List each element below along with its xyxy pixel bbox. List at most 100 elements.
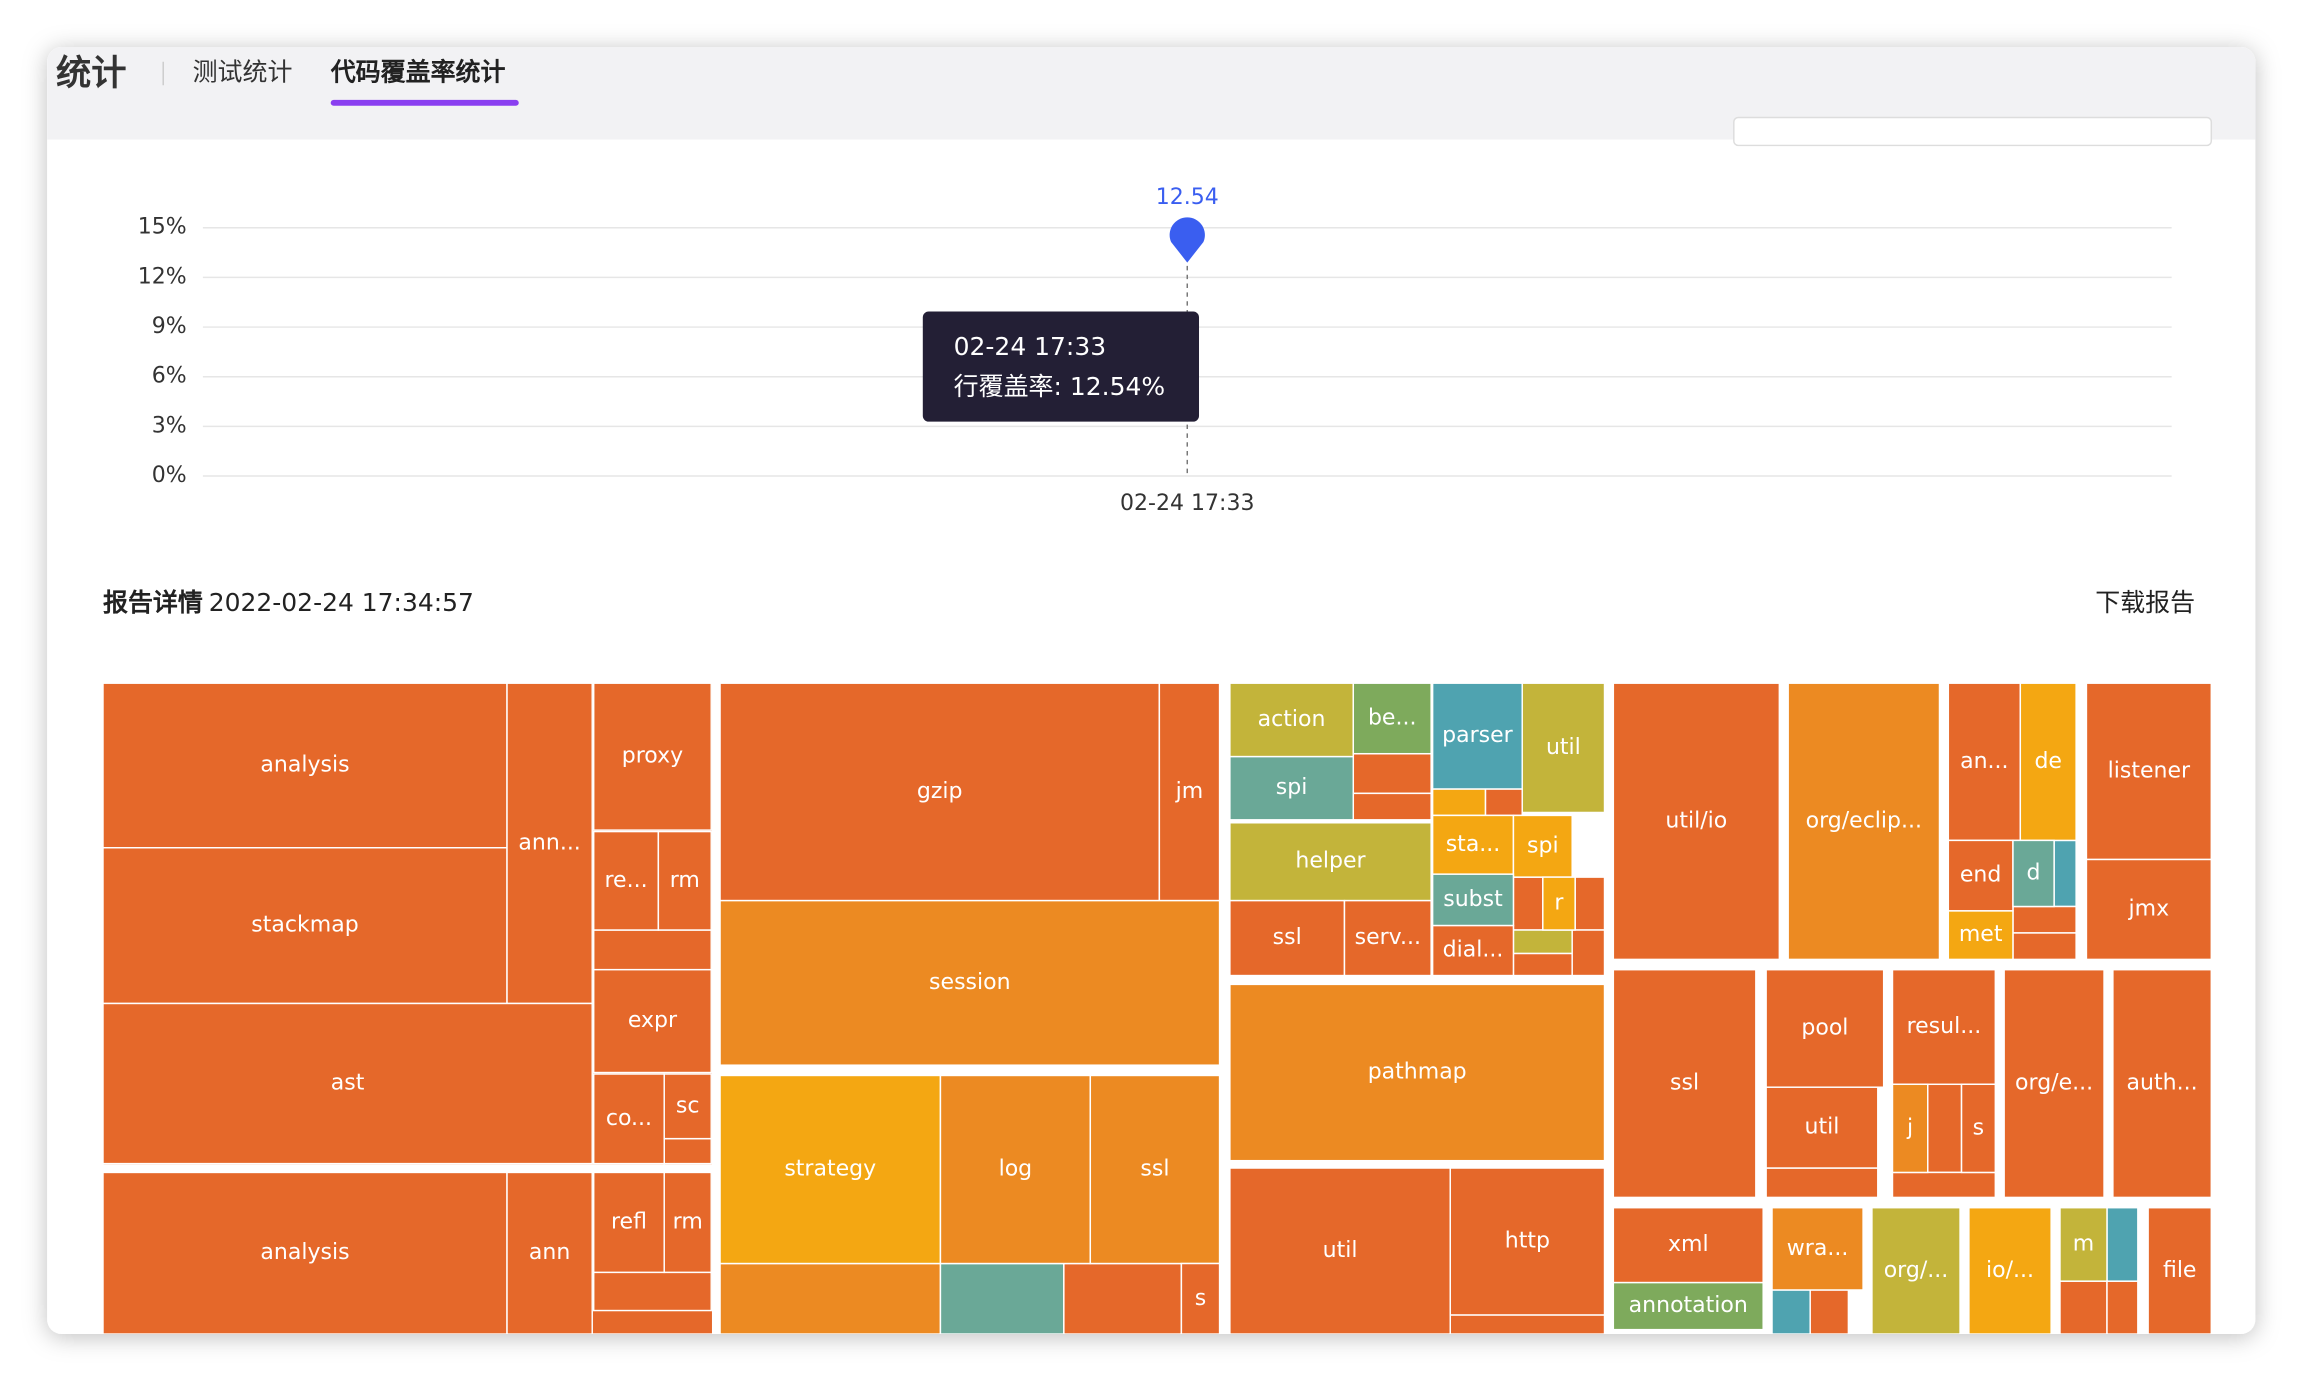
treemap-label: gzip bbox=[917, 779, 963, 804]
treemap-tile bbox=[102, 1171, 508, 1335]
treemap-label: dial... bbox=[1443, 938, 1504, 963]
treemap-label: wra... bbox=[1787, 1236, 1849, 1261]
treemap-label: re... bbox=[604, 868, 647, 893]
treemap-cell bbox=[592, 929, 712, 971]
treemap-label: action bbox=[1258, 707, 1326, 732]
treemap-tile bbox=[1771, 1206, 1864, 1291]
treemap-cell bbox=[1927, 1083, 1963, 1174]
treemap-label: http bbox=[1505, 1228, 1550, 1253]
treemap-label: pool bbox=[1801, 1015, 1848, 1040]
treemap-cell bbox=[1891, 1171, 1997, 1199]
treemap-tile bbox=[1229, 822, 1432, 902]
data-label: 12.54 bbox=[1156, 185, 1219, 210]
download-link[interactable]: 下载报告 bbox=[2095, 588, 2195, 617]
treemap-label: r bbox=[1554, 891, 1564, 916]
treemap-cell bbox=[939, 1262, 1065, 1335]
treemap-tile bbox=[1180, 1262, 1221, 1335]
treemap-label: s bbox=[1195, 1286, 1206, 1311]
treemap-tile bbox=[663, 1073, 712, 1140]
page-title: 统计 bbox=[56, 53, 127, 94]
treemap-tile bbox=[1512, 814, 1573, 878]
treemap-tile bbox=[102, 847, 508, 1005]
treemap-tile bbox=[1612, 1206, 1764, 1284]
treemap-label: util bbox=[1546, 735, 1581, 760]
treemap-label: util bbox=[1323, 1238, 1358, 1263]
treemap-tile bbox=[592, 830, 660, 931]
treemap-tile bbox=[1891, 1083, 1929, 1174]
treemap-tile bbox=[1765, 968, 1885, 1088]
treemap-teal bbox=[2106, 1206, 2139, 1282]
treemap-label: expr bbox=[628, 1008, 678, 1033]
tab-underline bbox=[330, 99, 519, 106]
y-tick-label: 15% bbox=[138, 215, 187, 240]
treemap-tile bbox=[1089, 1074, 1221, 1265]
treemap-cell bbox=[2012, 905, 2077, 934]
treemap-label: jm bbox=[1175, 779, 1204, 804]
treemap-label: refl bbox=[611, 1209, 647, 1234]
treemap-tile bbox=[1521, 682, 1606, 814]
treemap-tile bbox=[592, 968, 712, 1074]
treemap-label: ann bbox=[529, 1240, 570, 1265]
treemap-tile bbox=[102, 1002, 593, 1165]
treemap-tile bbox=[1891, 968, 1997, 1086]
treemap-tile bbox=[1968, 1206, 2052, 1335]
treemap-tile bbox=[1787, 682, 1941, 961]
treemap-label: resul... bbox=[1907, 1014, 1982, 1039]
treemap-tile bbox=[719, 899, 1221, 1066]
treemap-cell bbox=[2106, 1280, 2139, 1335]
treemap-tile bbox=[1947, 682, 2022, 842]
treemap-label: subst bbox=[1443, 887, 1503, 912]
tab[interactable]: 测试统计 bbox=[193, 57, 293, 86]
treemap-label: ast bbox=[331, 1071, 365, 1096]
treemap-label: stackmap bbox=[251, 913, 358, 938]
treemap-label: jmx bbox=[2128, 896, 2170, 921]
treemap-tile bbox=[1542, 876, 1576, 931]
report-time: 2022-02-24 17:34:57 bbox=[209, 588, 474, 617]
treemap-label: s bbox=[1973, 1115, 1984, 1140]
treemap-label: ssl bbox=[1140, 1156, 1169, 1181]
treemap-tile bbox=[1158, 682, 1221, 902]
treemap-cell bbox=[1512, 876, 1544, 931]
treemap-cell bbox=[2053, 839, 2077, 908]
treemap-tile bbox=[1449, 1167, 1606, 1316]
treemap-label: org/e... bbox=[2015, 1071, 2093, 1096]
y-tick-label: 12% bbox=[138, 264, 187, 289]
treemap-tile bbox=[1229, 755, 1355, 821]
treemap-cell bbox=[663, 1137, 712, 1165]
treemap-tile bbox=[1431, 924, 1515, 977]
treemap-tile bbox=[506, 1171, 593, 1335]
treemap-tile bbox=[592, 1171, 665, 1274]
x-tick-label: 02-24 17:33 bbox=[1120, 491, 1254, 516]
treemap-tile bbox=[657, 830, 712, 931]
treemap-tile bbox=[1765, 1086, 1879, 1169]
treemap-label: rm bbox=[673, 1209, 703, 1234]
treemap-label: io/... bbox=[1986, 1258, 2034, 1283]
treemap-tile bbox=[719, 1074, 942, 1265]
treemap-label: ssl bbox=[1670, 1071, 1699, 1096]
tooltip-title: 02-24 17:33 bbox=[954, 332, 1106, 361]
select-box[interactable] bbox=[1733, 116, 2213, 147]
content: 统计 测试统计 代码覆盖率统计 报告详情 2022-02-24 17:34:57 … bbox=[47, 47, 2256, 1335]
treemap-cell bbox=[1484, 788, 1523, 817]
treemap-cell bbox=[1809, 1289, 1850, 1335]
treemap-label: analysis bbox=[260, 1240, 349, 1265]
treemap-label: d bbox=[2027, 860, 2041, 885]
treemap-label: met bbox=[1959, 922, 2003, 947]
treemap-tile bbox=[2059, 1206, 2108, 1282]
treemap-label: util/io bbox=[1665, 808, 1727, 833]
treemap-cell bbox=[1512, 929, 1573, 955]
tab-active[interactable]: 代码覆盖率统计 bbox=[330, 57, 506, 86]
treemap-tile bbox=[1960, 1083, 1997, 1174]
y-tick-label: 9% bbox=[152, 314, 187, 339]
treemap-label: spi bbox=[1527, 833, 1559, 858]
treemap-tile bbox=[663, 1171, 712, 1274]
treemap-label: rm bbox=[670, 868, 700, 893]
data-point-pin bbox=[1169, 217, 1205, 263]
treemap-label: co... bbox=[606, 1106, 652, 1131]
treemap-label: org/eclip... bbox=[1806, 808, 1922, 833]
treemap-label: file bbox=[2163, 1258, 2197, 1283]
treemap-label: pathmap bbox=[1368, 1060, 1467, 1085]
treemap-label: m bbox=[2073, 1231, 2094, 1256]
treemap-tile bbox=[719, 682, 1161, 902]
